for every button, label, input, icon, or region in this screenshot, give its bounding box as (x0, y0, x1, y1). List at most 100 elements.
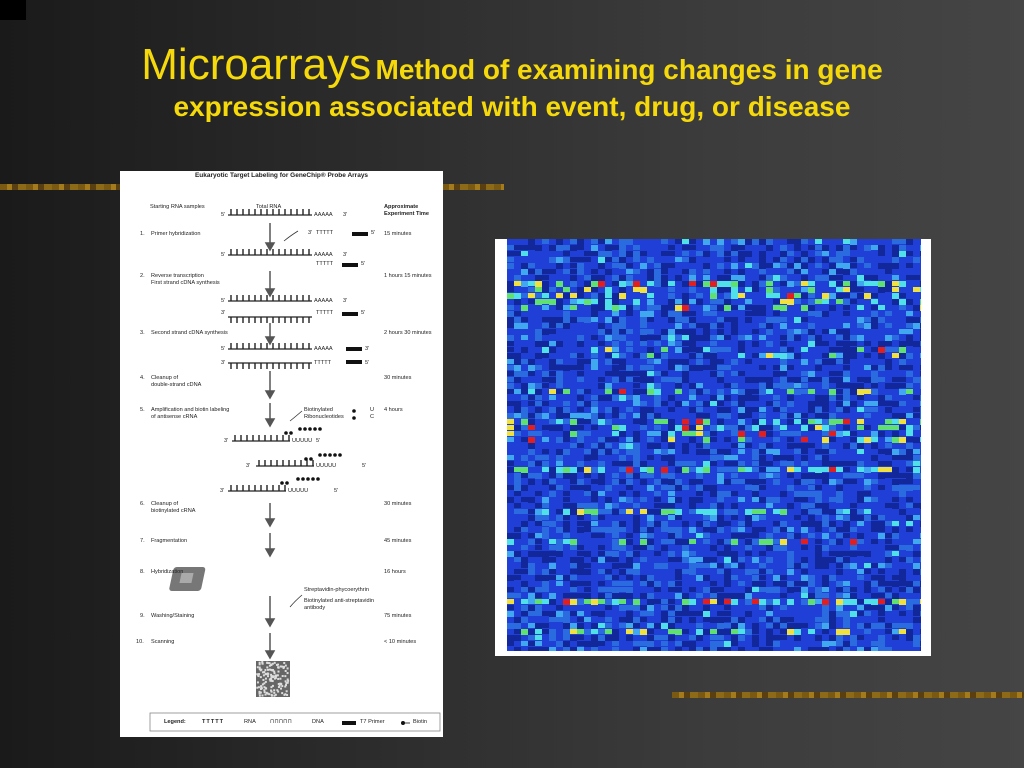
heatmap-cell (920, 569, 921, 575)
heatmap-cell (773, 527, 780, 533)
heatmap-cell (906, 473, 913, 479)
heatmap-cell (920, 287, 921, 292)
heatmap-cell (913, 599, 920, 604)
heatmap-cell (542, 527, 549, 533)
heatmap-cell (878, 317, 885, 323)
heatmap-cell (647, 623, 654, 628)
heatmap-cell (920, 425, 921, 430)
heatmap-cell (780, 275, 787, 281)
heatmap-cell (829, 509, 836, 515)
heatmap-cell (542, 533, 549, 539)
heatmap-cell (857, 533, 864, 539)
heatmap-cell (850, 443, 857, 449)
heatmap-cell (612, 479, 619, 485)
heatmap-cell (920, 401, 921, 406)
heatmap-cell (612, 527, 619, 533)
heatmap-cell (752, 527, 759, 533)
heatmap-cell (815, 245, 822, 250)
heatmap-cell (871, 275, 878, 281)
heatmap-cell (857, 425, 864, 430)
heatmap-cell (640, 419, 647, 425)
heatmap-cell (549, 287, 556, 292)
heatmap-cell (920, 503, 921, 509)
heatmap-cell (787, 581, 794, 587)
heatmap-cell (542, 599, 549, 604)
heatmap-cell (514, 647, 521, 651)
heatmap-cell (906, 437, 913, 442)
heatmap-cell (521, 587, 528, 592)
heatmap-cell (626, 449, 633, 455)
heatmap-cell (619, 491, 626, 496)
heatmap-cell (759, 275, 766, 280)
heatmap-cell (689, 281, 696, 286)
heatmap-cell (892, 455, 899, 460)
heatmap-cell (843, 425, 850, 430)
heatmap-cell (682, 245, 689, 250)
heatmap-cell (710, 287, 717, 293)
heatmap-cell (626, 563, 633, 568)
heatmap-cell (598, 305, 605, 311)
heatmap-cell (717, 395, 724, 400)
heatmap-cell (668, 263, 675, 268)
heatmap-cell (556, 239, 563, 245)
heatmap-cell (549, 647, 556, 651)
heatmap-cell (521, 323, 528, 329)
heatmap-cell (675, 299, 682, 304)
heatmap-cell (717, 377, 724, 383)
heatmap-cell (717, 491, 724, 497)
heatmap-cell (731, 443, 738, 448)
heatmap-cell (619, 545, 626, 551)
heatmap-cell (654, 281, 661, 287)
heatmap-cell (871, 407, 878, 412)
heatmap-cell (577, 647, 584, 651)
heatmap-cell (808, 599, 815, 605)
heatmap-cell (626, 557, 633, 563)
heatmap-cell (787, 329, 794, 335)
heatmap-cell (605, 245, 612, 251)
heatmap-cell (780, 593, 787, 598)
heatmap-cell (521, 521, 528, 527)
heatmap-cell (850, 281, 857, 287)
heatmap-cell (815, 425, 822, 430)
heatmap-cell (752, 305, 759, 311)
heatmap-cell (759, 449, 766, 454)
heatmap-cell (661, 431, 668, 437)
heatmap-cell (612, 545, 619, 550)
heatmap-cell (661, 401, 668, 406)
heatmap-cell (689, 257, 696, 263)
heatmap-cell (528, 269, 535, 274)
heatmap-cell (892, 353, 899, 358)
heatmap-cell (556, 359, 563, 364)
heatmap-cell (913, 317, 920, 323)
heatmap-cell (535, 503, 542, 508)
heatmap-cell (843, 407, 850, 413)
heatmap-cell (857, 443, 864, 449)
heatmap-cell (815, 449, 822, 454)
heatmap-cell (892, 527, 899, 533)
heatmap-cell (801, 539, 808, 544)
heatmap-cell (920, 305, 921, 311)
heatmap-cell (521, 605, 528, 611)
heatmap-cell (689, 599, 696, 605)
heatmap-cell (633, 647, 640, 651)
heatmap-cell (871, 647, 878, 651)
heatmap-cell (668, 503, 675, 508)
heatmap-cell (542, 299, 549, 304)
heatmap-cell (794, 245, 801, 251)
heatmap-cell (591, 641, 598, 647)
heatmap-cell (829, 305, 836, 311)
heatmap-cell (766, 557, 773, 563)
strand-label: 3' (343, 212, 348, 218)
heatmap-cell (885, 437, 892, 442)
heatmap-cell (906, 557, 913, 563)
heatmap-cell (640, 545, 647, 550)
heatmap-cell (507, 437, 514, 442)
corner-mark (0, 0, 26, 20)
heatmap-cell (920, 407, 921, 413)
heatmap-cell (556, 317, 563, 323)
heatmap-cell (521, 419, 528, 425)
heatmap-cell (640, 557, 647, 562)
heatmap-cell (591, 251, 598, 256)
heatmap-cell (577, 563, 584, 569)
heatmap-cell (717, 263, 724, 269)
